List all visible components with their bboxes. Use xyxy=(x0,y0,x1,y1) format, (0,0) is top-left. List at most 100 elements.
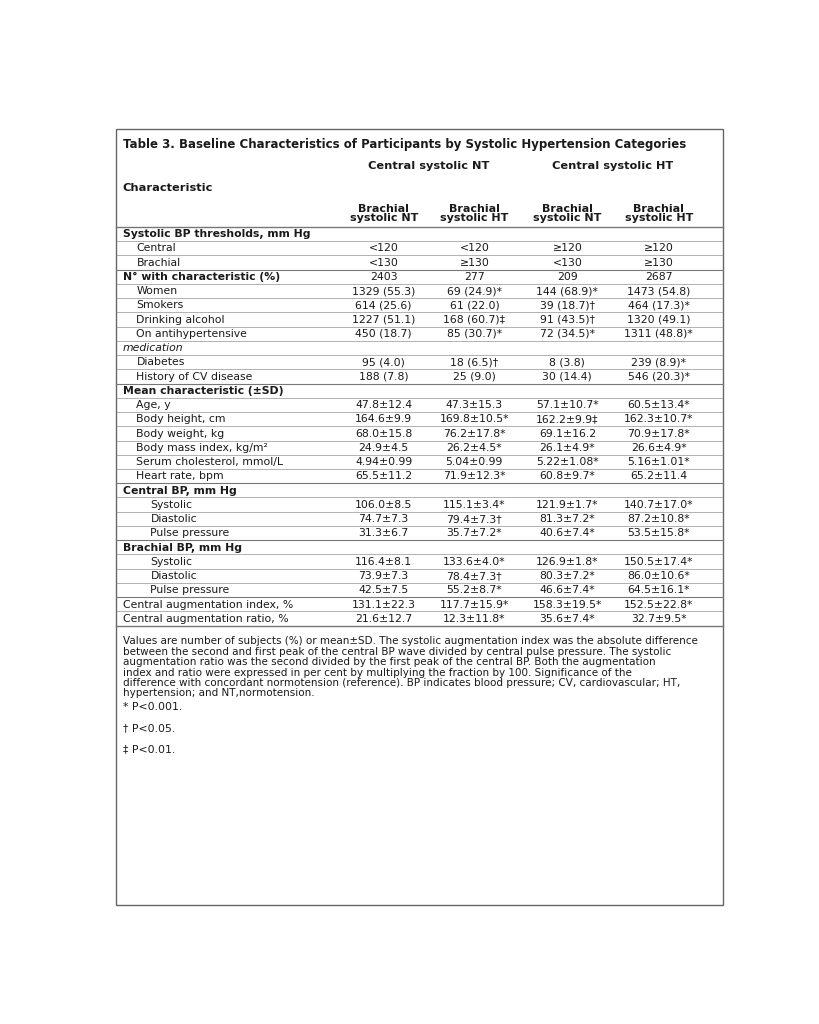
Text: Brachial: Brachial xyxy=(358,204,410,214)
Text: ‡ P<0.01.: ‡ P<0.01. xyxy=(123,744,174,755)
Text: augmentation ratio was the second divided by the first peak of the central BP. B: augmentation ratio was the second divide… xyxy=(123,657,655,668)
Text: Heart rate, bpm: Heart rate, bpm xyxy=(137,471,224,481)
Text: 8 (3.8): 8 (3.8) xyxy=(550,357,586,368)
Text: Central augmentation index, %: Central augmentation index, % xyxy=(123,600,292,609)
Text: 1311 (48.8)*: 1311 (48.8)* xyxy=(624,329,693,339)
Text: ≥130: ≥130 xyxy=(459,258,489,267)
Text: 131.1±22.3: 131.1±22.3 xyxy=(351,600,416,609)
Text: 76.2±17.8*: 76.2±17.8* xyxy=(443,429,505,438)
Text: 35.6±7.4*: 35.6±7.4* xyxy=(540,613,595,624)
Text: ≥120: ≥120 xyxy=(553,244,582,254)
Text: 70.9±17.8*: 70.9±17.8* xyxy=(627,429,690,438)
Text: 65.5±11.2: 65.5±11.2 xyxy=(355,471,412,481)
Text: ≥120: ≥120 xyxy=(644,244,674,254)
Text: 64.5±16.1*: 64.5±16.1* xyxy=(627,586,690,595)
Text: 78.4±7.3†: 78.4±7.3† xyxy=(446,571,502,581)
Text: 60.5±13.4*: 60.5±13.4* xyxy=(627,400,690,411)
Text: 239 (8.9)*: 239 (8.9)* xyxy=(631,357,686,368)
Text: Age, y: Age, y xyxy=(137,400,171,411)
Text: N° with characteristic (%): N° with characteristic (%) xyxy=(123,272,279,282)
Text: 42.5±7.5: 42.5±7.5 xyxy=(359,586,409,595)
Text: systolic HT: systolic HT xyxy=(440,213,509,223)
Text: 121.9±1.7*: 121.9±1.7* xyxy=(536,500,599,510)
Text: systolic NT: systolic NT xyxy=(533,213,602,223)
Text: 25 (9.0): 25 (9.0) xyxy=(453,372,495,382)
Text: Drinking alcohol: Drinking alcohol xyxy=(137,314,225,325)
Text: * P<0.001.: * P<0.001. xyxy=(123,701,182,712)
Text: Central augmentation ratio, %: Central augmentation ratio, % xyxy=(123,613,288,624)
Text: 69 (24.9)*: 69 (24.9)* xyxy=(447,287,502,296)
Text: 144 (68.9)*: 144 (68.9)* xyxy=(536,287,599,296)
Text: 26.2±4.5*: 26.2±4.5* xyxy=(446,443,502,453)
Text: 46.6±7.4*: 46.6±7.4* xyxy=(540,586,595,595)
Text: difference with concordant normotension (reference). BP indicates blood pressure: difference with concordant normotension … xyxy=(123,678,680,688)
Text: 18 (6.5)†: 18 (6.5)† xyxy=(450,357,499,368)
Text: 168 (60.7)‡: 168 (60.7)‡ xyxy=(443,314,505,325)
Text: systolic NT: systolic NT xyxy=(350,213,418,223)
Text: 5.16±1.01*: 5.16±1.01* xyxy=(627,457,690,467)
Text: Central BP, mm Hg: Central BP, mm Hg xyxy=(123,485,236,496)
Text: Central: Central xyxy=(137,244,176,254)
Text: 39 (18.7)†: 39 (18.7)† xyxy=(540,300,595,310)
Text: 126.9±1.8*: 126.9±1.8* xyxy=(536,557,599,567)
Text: 61 (22.0): 61 (22.0) xyxy=(450,300,500,310)
Text: Body mass index, kg/m²: Body mass index, kg/m² xyxy=(137,443,269,453)
Text: 69.1±16.2: 69.1±16.2 xyxy=(539,429,596,438)
Text: 30 (14.4): 30 (14.4) xyxy=(542,372,592,382)
Text: Systolic: Systolic xyxy=(151,557,192,567)
Text: Central systolic HT: Central systolic HT xyxy=(553,161,674,171)
Text: 188 (7.8): 188 (7.8) xyxy=(359,372,409,382)
Text: Body height, cm: Body height, cm xyxy=(137,415,226,424)
Text: index and ratio were expressed in per cent by multiplying the fraction by 100. S: index and ratio were expressed in per ce… xyxy=(123,668,631,678)
Text: Diastolic: Diastolic xyxy=(151,514,197,524)
Text: 614 (25.6): 614 (25.6) xyxy=(355,300,412,310)
Text: 1473 (54.8): 1473 (54.8) xyxy=(627,287,690,296)
Text: Brachial BP, mm Hg: Brachial BP, mm Hg xyxy=(123,543,242,553)
Text: Brachial: Brachial xyxy=(137,258,181,267)
Text: medication: medication xyxy=(123,343,183,353)
Text: 12.3±11.8*: 12.3±11.8* xyxy=(443,613,505,624)
Text: 4.94±0.99: 4.94±0.99 xyxy=(355,457,412,467)
Text: 1320 (49.1): 1320 (49.1) xyxy=(627,314,690,325)
Text: hypertension; and NT,normotension.: hypertension; and NT,normotension. xyxy=(123,688,314,698)
Text: <120: <120 xyxy=(369,244,399,254)
Text: 57.1±10.7*: 57.1±10.7* xyxy=(536,400,599,411)
Text: 464 (17.3)*: 464 (17.3)* xyxy=(628,300,690,310)
Text: 35.7±7.2*: 35.7±7.2* xyxy=(446,528,502,539)
Text: Brachial: Brachial xyxy=(633,204,684,214)
Text: systolic HT: systolic HT xyxy=(625,213,693,223)
Text: 71.9±12.3*: 71.9±12.3* xyxy=(443,471,505,481)
Text: 81.3±7.2*: 81.3±7.2* xyxy=(540,514,595,524)
Text: Diabetes: Diabetes xyxy=(137,357,185,368)
Text: <130: <130 xyxy=(553,258,582,267)
Text: Central systolic NT: Central systolic NT xyxy=(369,161,490,171)
Text: 72 (34.5)*: 72 (34.5)* xyxy=(540,329,595,339)
Text: 1329 (55.3): 1329 (55.3) xyxy=(352,287,415,296)
Text: Pulse pressure: Pulse pressure xyxy=(151,528,229,539)
Text: 60.8±9.7*: 60.8±9.7* xyxy=(540,471,595,481)
Text: 140.7±17.0*: 140.7±17.0* xyxy=(624,500,694,510)
Text: 87.2±10.8*: 87.2±10.8* xyxy=(627,514,690,524)
Text: 5.22±1.08*: 5.22±1.08* xyxy=(536,457,599,467)
Text: 116.4±8.1: 116.4±8.1 xyxy=(355,557,412,567)
Text: 80.3±7.2*: 80.3±7.2* xyxy=(540,571,595,581)
Text: Women: Women xyxy=(137,287,178,296)
Text: ≥130: ≥130 xyxy=(644,258,674,267)
Text: 106.0±8.5: 106.0±8.5 xyxy=(355,500,413,510)
Text: 152.5±22.8*: 152.5±22.8* xyxy=(624,600,694,609)
Text: Brachial: Brachial xyxy=(542,204,593,214)
Text: Diastolic: Diastolic xyxy=(151,571,197,581)
Text: Systolic BP thresholds, mm Hg: Systolic BP thresholds, mm Hg xyxy=(123,229,310,240)
Text: 47.3±15.3: 47.3±15.3 xyxy=(446,400,503,411)
Text: 450 (18.7): 450 (18.7) xyxy=(355,329,412,339)
Text: Serum cholesterol, mmol/L: Serum cholesterol, mmol/L xyxy=(137,457,283,467)
Text: 546 (20.3)*: 546 (20.3)* xyxy=(628,372,690,382)
Text: Body weight, kg: Body weight, kg xyxy=(137,429,224,438)
Text: 91 (43.5)†: 91 (43.5)† xyxy=(540,314,595,325)
Text: 5.04±0.99: 5.04±0.99 xyxy=(446,457,503,467)
Text: 47.8±12.4: 47.8±12.4 xyxy=(355,400,412,411)
Text: Smokers: Smokers xyxy=(137,300,183,310)
Text: between the second and first peak of the central BP wave divided by central puls: between the second and first peak of the… xyxy=(123,647,671,656)
Text: † P<0.05.: † P<0.05. xyxy=(123,723,174,733)
Text: 162.2±9.9‡: 162.2±9.9‡ xyxy=(536,415,599,424)
